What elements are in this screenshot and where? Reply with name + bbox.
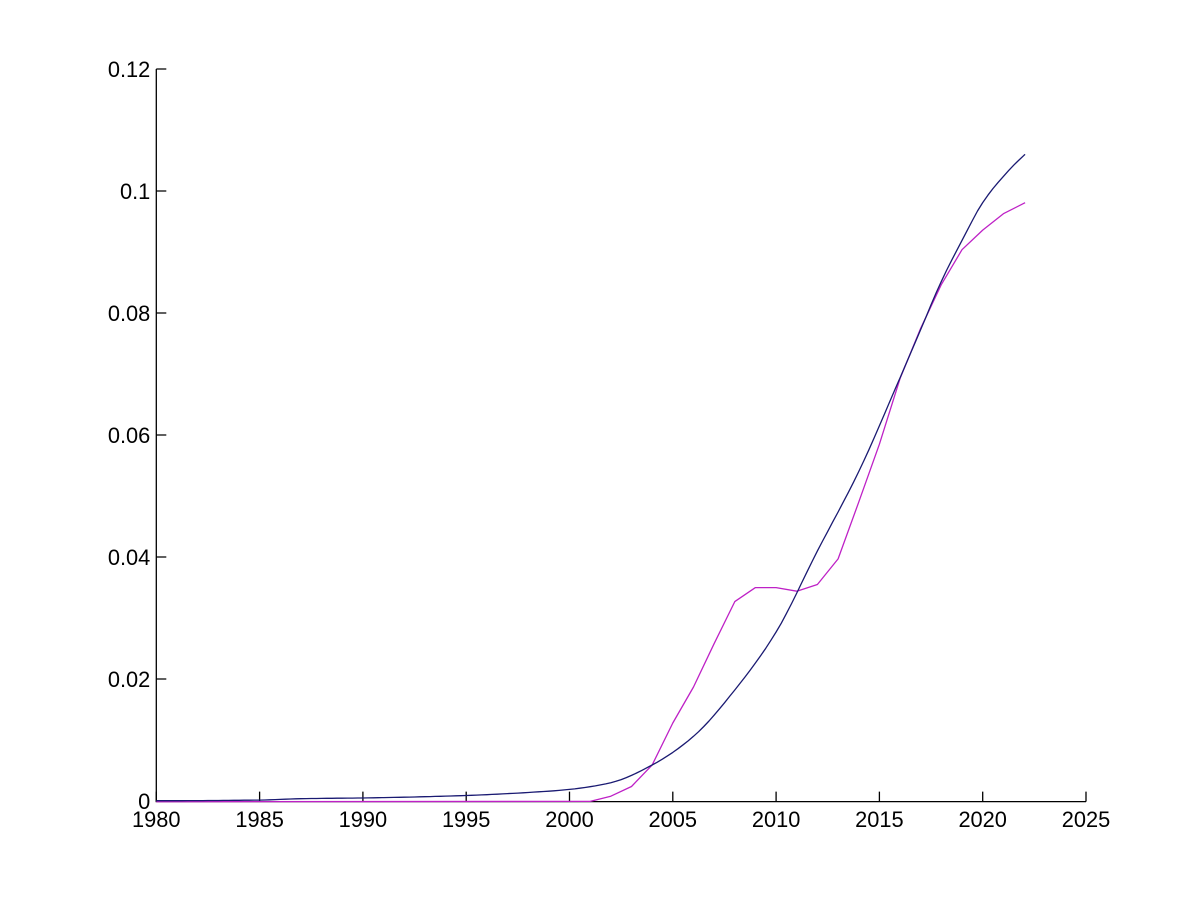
- svg-text:2005: 2005: [649, 807, 698, 832]
- svg-text:1990: 1990: [339, 807, 388, 832]
- svg-text:1980: 1980: [132, 807, 181, 832]
- svg-text:0.1: 0.1: [120, 179, 150, 204]
- svg-text:0.06: 0.06: [108, 423, 150, 448]
- svg-text:0.04: 0.04: [108, 545, 150, 570]
- svg-text:2000: 2000: [545, 807, 594, 832]
- svg-text:2020: 2020: [958, 807, 1007, 832]
- svg-text:1995: 1995: [442, 807, 491, 832]
- svg-text:0.02: 0.02: [108, 667, 150, 692]
- svg-text:0.12: 0.12: [108, 57, 150, 82]
- svg-text:2010: 2010: [752, 807, 801, 832]
- svg-text:0.08: 0.08: [108, 301, 150, 326]
- svg-text:2015: 2015: [855, 807, 904, 832]
- svg-text:2025: 2025: [1062, 807, 1111, 832]
- svg-text:1985: 1985: [235, 807, 284, 832]
- svg-text:0: 0: [138, 789, 150, 814]
